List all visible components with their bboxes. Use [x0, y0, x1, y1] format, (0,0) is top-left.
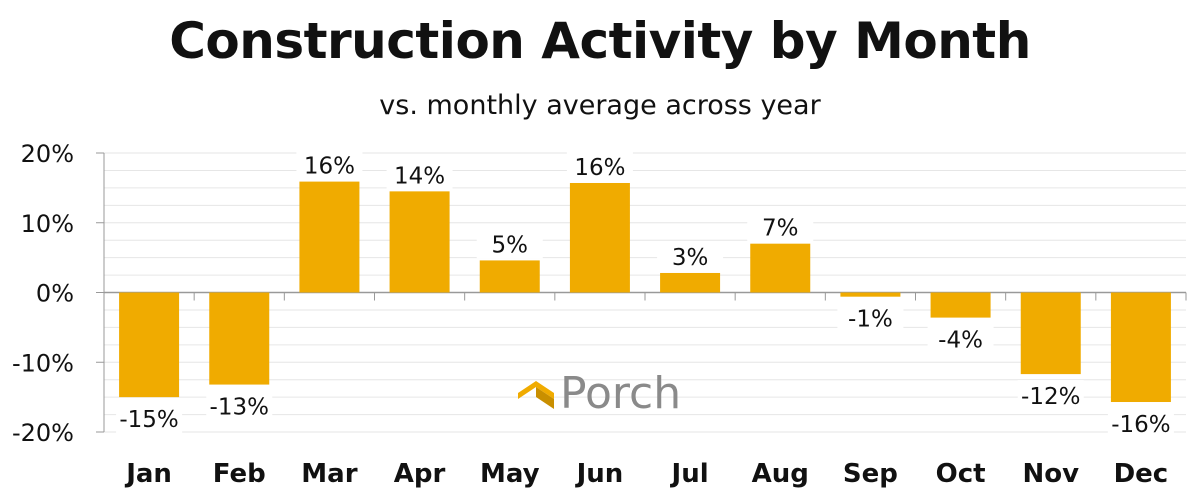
- x-tick-label: May: [480, 459, 540, 489]
- x-tick-label: Aug: [752, 459, 809, 489]
- chart-title: Construction Activity by Month: [169, 12, 1031, 70]
- data-label: 3%: [672, 245, 709, 271]
- data-label-bg: [657, 240, 724, 271]
- data-label-bg: [1107, 408, 1174, 439]
- data-label: -13%: [210, 395, 269, 421]
- x-tick-label: Apr: [394, 459, 446, 489]
- data-label-bg: [566, 150, 633, 181]
- bar-feb: [209, 292, 270, 385]
- data-label-bg: [927, 323, 994, 354]
- porch-house-icon: [518, 380, 554, 409]
- x-tick-label: Jan: [124, 459, 172, 489]
- porch-logo-text: Porch: [560, 368, 682, 419]
- data-label-bg: [206, 390, 273, 421]
- data-label-bg: [747, 211, 814, 242]
- data-label: 7%: [762, 216, 799, 242]
- y-tick-label: -20%: [12, 419, 74, 447]
- bar-jun: [569, 182, 630, 293]
- y-tick-label: 0%: [36, 280, 74, 308]
- bar-jul: [660, 272, 721, 293]
- x-tick-label: Jun: [575, 459, 624, 489]
- bar-may: [479, 260, 540, 293]
- bar-apr: [389, 191, 450, 293]
- data-label: 16%: [574, 155, 625, 181]
- y-tick-label: 10%: [21, 210, 74, 238]
- data-label-bg: [116, 403, 183, 434]
- bar-dec: [1110, 292, 1171, 403]
- data-label-bg: [386, 159, 453, 190]
- x-tick-label: Jul: [670, 459, 709, 489]
- chart-subtitle: vs. monthly average across year: [379, 90, 821, 121]
- data-label: 5%: [492, 232, 529, 258]
- porch-logo: Porch: [518, 368, 681, 419]
- x-tick-label: Sep: [843, 459, 898, 489]
- data-label: -4%: [938, 328, 983, 354]
- data-label-bg: [476, 228, 543, 259]
- bar-aug: [750, 243, 811, 293]
- x-tick-label: Feb: [213, 459, 266, 489]
- bar-mar: [299, 181, 360, 293]
- bar-jan: [119, 292, 180, 398]
- data-label: 16%: [304, 154, 355, 180]
- data-label-bg: [296, 149, 363, 180]
- data-label-bg: [837, 302, 904, 333]
- data-label: 14%: [394, 163, 445, 189]
- bar-oct: [930, 292, 991, 318]
- data-label: -16%: [1111, 412, 1170, 438]
- x-tick-label: Dec: [1114, 459, 1169, 489]
- x-tick-label: Mar: [301, 459, 357, 489]
- y-tick-label: -10%: [12, 349, 74, 377]
- y-tick-label: 20%: [21, 140, 74, 168]
- data-label-bg: [1017, 380, 1084, 411]
- x-tick-label: Oct: [936, 459, 986, 489]
- data-label: -1%: [848, 307, 893, 333]
- bar-nov: [1020, 292, 1081, 375]
- data-label: -15%: [119, 407, 178, 433]
- bar-sep: [840, 292, 901, 297]
- data-label: -12%: [1021, 384, 1080, 410]
- x-tick-label: Nov: [1022, 459, 1079, 489]
